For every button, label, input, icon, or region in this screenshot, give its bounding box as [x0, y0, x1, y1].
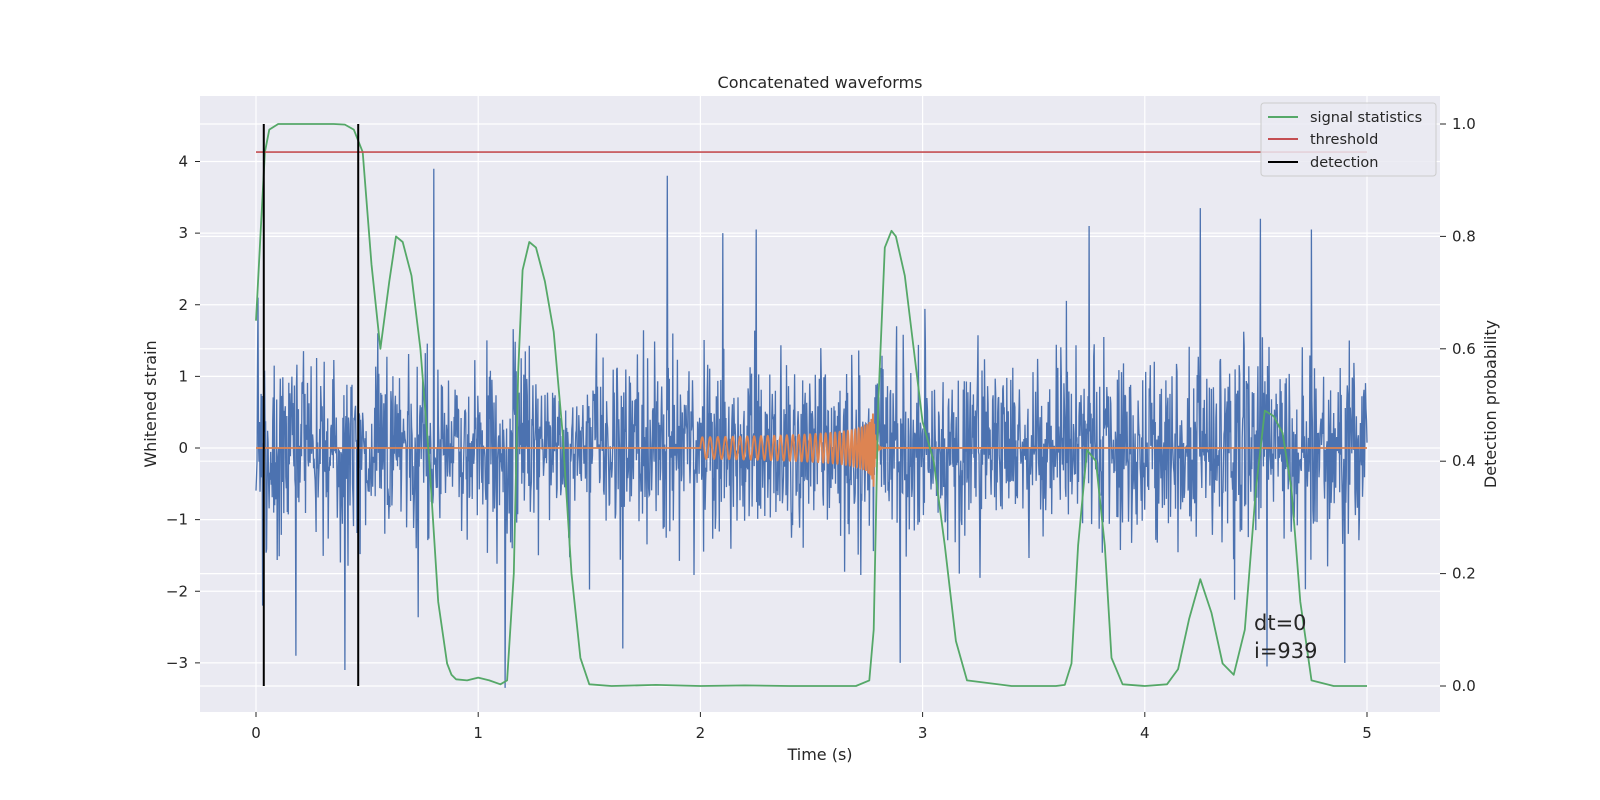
- legend-label-threshold: threshold: [1310, 132, 1378, 148]
- x-axis-label: Time (s): [786, 745, 852, 764]
- legend: signal statistics threshold detection: [1260, 102, 1437, 177]
- y2-axis-label: Detection probability: [1481, 320, 1500, 488]
- annotation-index: i=939: [1254, 639, 1318, 663]
- detection-series: [262, 124, 360, 686]
- y2-tick-label: 0.2: [1452, 565, 1476, 583]
- y2-tick-label: 0.6: [1452, 340, 1476, 358]
- legend-label-detection: detection: [1310, 155, 1378, 171]
- injected-waveform-line: [256, 413, 1368, 487]
- x-tick-label: 1: [473, 724, 483, 742]
- annotation-dt: dt=0: [1254, 611, 1307, 635]
- y-tick-label: 0: [178, 439, 188, 457]
- signal-statistics-line: [255, 123, 1367, 687]
- y2-tick-label: 0.8: [1452, 227, 1476, 245]
- x-tick-label: 2: [696, 724, 706, 742]
- y2-tick-label: 1.0: [1452, 115, 1476, 133]
- x-tick-label: 5: [1362, 724, 1372, 742]
- axes: 0 1 2 3 4 5 −3 −2 −1 0 1 2 3 4 0.0 0.2 0.4 0.6 0.8 1.0: [166, 115, 1476, 742]
- injected-waveform-series: [256, 413, 1368, 487]
- y-tick-label: 3: [178, 224, 188, 242]
- whitened-strain-series: [255, 168, 1368, 688]
- y-tick-label: 2: [178, 296, 188, 314]
- y2-tick-label: 0.0: [1452, 677, 1476, 695]
- legend-box: [1260, 102, 1437, 177]
- y-tick-label: 4: [178, 153, 188, 171]
- y-tick-label: 1: [178, 367, 188, 385]
- y-tick-label: −3: [166, 654, 188, 672]
- x-tick-label: 0: [251, 724, 261, 742]
- x-tick-label: 4: [1140, 724, 1150, 742]
- y-tick-label: −2: [166, 582, 188, 600]
- whitened-strain-line: [255, 168, 1368, 688]
- y2-tick-label: 0.4: [1452, 452, 1476, 470]
- signal-statistics-series: [255, 123, 1367, 687]
- y-axis-label: Whitened strain: [141, 340, 160, 467]
- chart-title: Concatenated waveforms: [718, 73, 923, 92]
- x-tick-label: 3: [918, 724, 928, 742]
- legend-label-signal-statistics: signal statistics: [1310, 110, 1422, 126]
- y-tick-label: −1: [166, 511, 188, 529]
